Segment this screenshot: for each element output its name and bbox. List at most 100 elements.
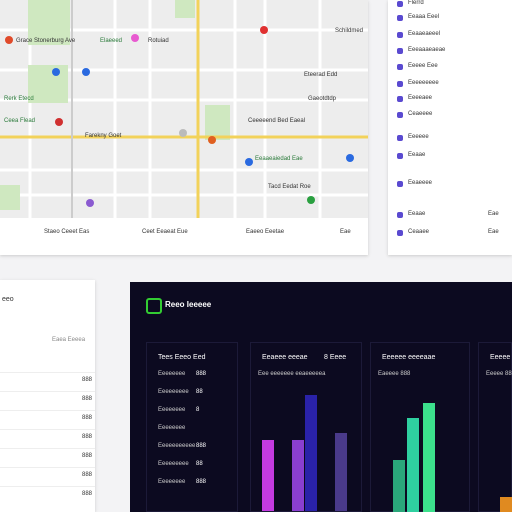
list-label: Eeaaa Eeel: [408, 14, 440, 20]
map-label: Rotuiad: [148, 38, 169, 44]
card-badge: 8 Eeee: [324, 354, 347, 361]
bar: [305, 395, 317, 512]
list-right: Eae: [488, 229, 499, 235]
list-icon: [397, 112, 403, 118]
row-value: 88: [196, 461, 203, 467]
panel-title: eeo: [2, 296, 14, 303]
row-value: 888: [196, 479, 207, 485]
list-panel: eeo Eaea Eeeea 888 888 888 888 888 888 888: [0, 280, 95, 512]
list-icon: [397, 212, 403, 218]
row-label: Eeeeeeeee: [158, 461, 189, 467]
bar: [292, 440, 304, 512]
row-value: 888: [82, 396, 93, 402]
row-value: 888: [82, 491, 93, 497]
row-divider: [0, 391, 95, 392]
card-sub: Eee eeeeeee eeaeeeeea: [258, 371, 326, 377]
list-icon: [397, 230, 403, 236]
dash-icon: [146, 298, 162, 314]
card: [370, 342, 470, 512]
side-panel: Flerrd Eeaaa Eeel Eeaaeaeeel Eeeaaaeaeae Eee…: [388, 0, 512, 255]
list-icon: [397, 32, 403, 38]
row-value: 888: [196, 371, 207, 377]
map-label: Tacd Eedat Roe: [268, 184, 311, 190]
bar: [423, 403, 435, 512]
row-label: Eeeeeeeeeee: [158, 443, 196, 449]
card: [478, 342, 512, 512]
list-label: Flerrd: [408, 0, 424, 6]
list-icon: [397, 153, 403, 159]
list-label: Eeeeeeeee: [408, 80, 439, 86]
list-label: Eeeee Eee: [408, 63, 438, 69]
row-divider: [0, 410, 95, 411]
map-label: Farekny Goet: [85, 133, 122, 139]
legend-item: Eaeeo Eeetae: [246, 229, 285, 235]
row-divider: [0, 486, 95, 487]
row-divider: [0, 429, 95, 430]
card-title: Eeeee: [490, 354, 511, 361]
row-divider: [0, 372, 95, 373]
list-icon: [397, 81, 403, 87]
list-icon: [397, 48, 403, 54]
row-value: 8: [196, 407, 200, 413]
card-title: Tees Eeeo Eed: [158, 354, 206, 361]
row-value: 888: [82, 434, 93, 440]
row-label: Eeeeeeee: [158, 371, 186, 377]
row-value: 888: [82, 472, 93, 478]
bar: [500, 497, 512, 512]
list-label: Eeaae: [408, 152, 426, 158]
list-label: Eeaeeee: [408, 180, 433, 186]
map-label: Ceeeeend Bed Eaeal: [248, 118, 306, 124]
row-divider: [0, 448, 95, 449]
list-icon: [397, 1, 403, 7]
row-label: Eeeeeeee: [158, 479, 186, 485]
row-divider: [0, 467, 95, 468]
row-label: Eeeeeeee: [158, 407, 186, 413]
row-value: 888: [82, 453, 93, 459]
dashboard-panel: Reeo Ieeeee Tees Eeeo Eed Eeeeeeee 888 Eeeee…: [130, 282, 512, 512]
list-label: Eeeaaaeaeae: [408, 47, 446, 53]
map-label: Rerk Etecd: [4, 96, 34, 102]
list-icon: [397, 135, 403, 141]
row-value: 888: [196, 443, 207, 449]
list-right: Eae: [488, 211, 499, 217]
map-label: Schildmed: [335, 28, 364, 34]
row-label: Eeeeeeee: [158, 425, 186, 431]
list-label: Eeaaeaeeel: [408, 31, 441, 37]
list-icon: [397, 181, 403, 187]
map-label: Gaeotdtdp: [308, 96, 337, 102]
card-sub: Eeeee 888: [486, 371, 512, 377]
list-label: Eeaae: [408, 211, 426, 217]
row-label: Eeeeeeeee: [158, 389, 189, 395]
bar: [335, 433, 347, 512]
card: [250, 342, 362, 512]
dash-title: Reeo Ieeeee: [165, 300, 212, 309]
map[interactable]: [0, 0, 368, 218]
bar: [407, 418, 419, 512]
map-panel: Grace Stonerburg Ave Elaeeed Rotuiad Schild…: [0, 0, 368, 255]
map-label: Eeaaeaiedad Eae: [255, 156, 303, 162]
map-label: Elaeeed: [100, 38, 123, 44]
list-label: Ceaeeee: [408, 111, 433, 117]
card-sub: Eaeeee 888: [378, 371, 411, 377]
list-label: Eeeeaee: [408, 95, 433, 101]
bar: [262, 440, 274, 512]
list-icon: [397, 96, 403, 102]
card-title: Eeaeee eeeae: [262, 354, 308, 361]
legend-item: Eae: [340, 229, 351, 235]
row-value: 88: [196, 389, 203, 395]
map-label: Grace Stonerburg Ave: [16, 38, 76, 44]
bar: [393, 460, 405, 512]
legend-item: Ceet Eeaeat Eue: [142, 229, 188, 235]
list-label: Ceaaee: [408, 229, 430, 235]
row-value: 888: [82, 415, 93, 421]
map-label: Eteerad Edd: [304, 72, 338, 78]
row-value: 888: [82, 377, 93, 383]
list-icon: [397, 64, 403, 70]
list-icon: [397, 15, 403, 21]
list-label: Eeeeee: [408, 134, 429, 140]
legend-item: Staeo Ceeet Eas: [44, 229, 90, 235]
card-title: Eeeeee eeeeaae: [382, 354, 436, 361]
panel-subheader: Eaea Eeeea: [52, 337, 86, 343]
map-label: Ceea Flead: [4, 118, 36, 124]
